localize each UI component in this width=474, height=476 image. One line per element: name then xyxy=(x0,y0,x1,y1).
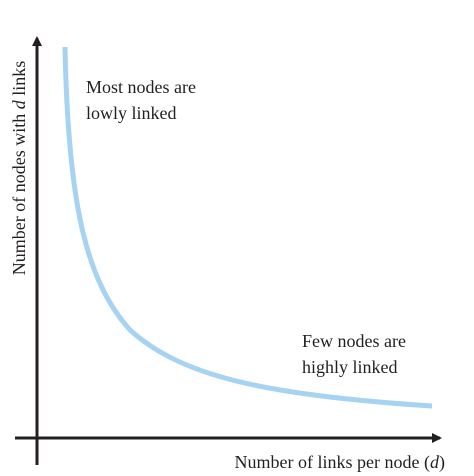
annotation: Most nodes are xyxy=(86,77,196,97)
y-axis-label-part: Number of nodes with xyxy=(9,109,29,275)
x-axis-label-part: Number of links per node ( xyxy=(235,452,430,473)
x-axis-label: Number of links per node (d) xyxy=(235,452,445,473)
y-axis-label: Number of nodes with d links xyxy=(9,61,29,276)
y-axis-label-part: links xyxy=(9,61,29,101)
distribution-curve xyxy=(62,46,433,409)
x-axis-label-part: ) xyxy=(439,452,445,473)
annotation: lowly linked xyxy=(86,103,177,123)
y-axis-label-part: d xyxy=(9,99,29,109)
annotation: Few nodes are xyxy=(302,331,406,351)
x-axis-label-part: d xyxy=(430,452,440,472)
annotation: highly linked xyxy=(302,357,398,377)
